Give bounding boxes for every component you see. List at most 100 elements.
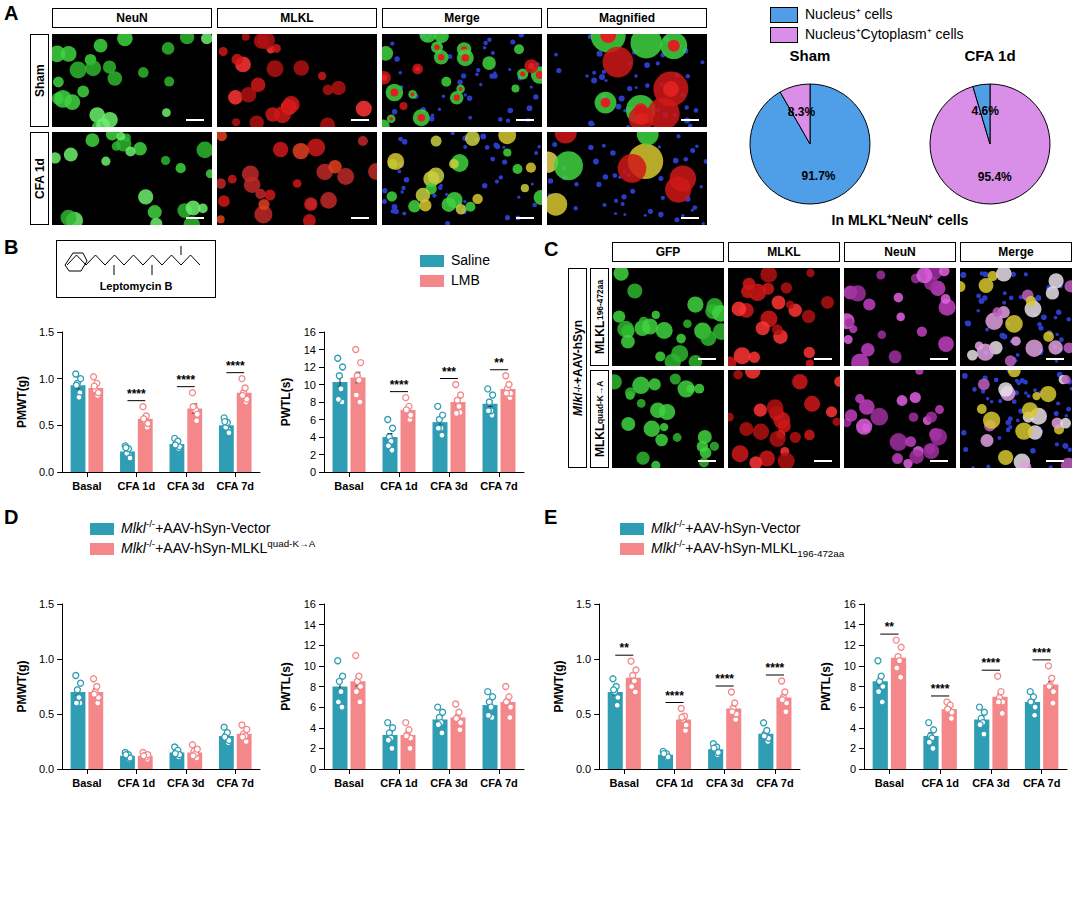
svg-text:CFA 3d: CFA 3d: [430, 777, 468, 789]
svg-text:***: ***: [442, 365, 456, 379]
html-text:Mlkl-/-+AAV-hSyn-MLKLquad-K→A: Mlkl-/-+AAV-hSyn-MLKLquad-K→A: [121, 538, 316, 556]
svg-text:1.5: 1.5: [576, 598, 591, 610]
svg-text:Basal: Basal: [334, 777, 363, 789]
svg-text:****: ****: [715, 672, 734, 686]
svg-text:****: ****: [1032, 646, 1051, 660]
html-text:LMB: LMB: [451, 272, 480, 288]
svg-text:****: ****: [766, 661, 785, 675]
svg-text:1.5: 1.5: [39, 598, 54, 610]
html-text:Mlkl-/-+AAV-hSyn-Vector: Mlkl-/-+AAV-hSyn-Vector: [121, 518, 271, 536]
svg-text:CFA 3d: CFA 3d: [972, 777, 1010, 789]
html-text:A: A: [4, 2, 19, 24]
svg-text:CFA 7d: CFA 7d: [756, 777, 794, 789]
svg-text:0.0: 0.0: [39, 466, 54, 478]
svg-text:CFA 7d: CFA 7d: [217, 777, 255, 789]
svg-text:0.0: 0.0: [39, 763, 54, 775]
html-text:Nucleus⁺Cytoplasm⁺ cells: Nucleus⁺Cytoplasm⁺ cells: [805, 26, 964, 42]
svg-text:2: 2: [850, 742, 856, 754]
svg-text:0.5: 0.5: [576, 708, 591, 720]
svg-text:CFA 3d: CFA 3d: [167, 480, 205, 492]
svg-text:4.6%: 4.6%: [972, 104, 1000, 118]
svg-text:CFA 1d: CFA 1d: [380, 480, 418, 492]
svg-text:4: 4: [310, 431, 316, 443]
svg-text:CFA 7d: CFA 7d: [217, 480, 255, 492]
svg-text:CFA 7d: CFA 7d: [480, 777, 518, 789]
svg-text:**: **: [494, 356, 504, 370]
svg-text:12: 12: [304, 639, 316, 651]
svg-text:14: 14: [304, 344, 316, 356]
svg-text:PWTL(s): PWTL(s): [819, 662, 833, 711]
svg-text:****: ****: [226, 359, 245, 373]
svg-text:16: 16: [844, 598, 856, 610]
svg-text:0: 0: [310, 763, 316, 775]
svg-text:12: 12: [844, 639, 856, 651]
svg-text:CFA 7d: CFA 7d: [1023, 777, 1061, 789]
html-text:Nucleus⁺ cells: Nucleus⁺ cells: [805, 6, 893, 22]
svg-text:10: 10: [844, 660, 856, 672]
svg-text:6: 6: [850, 701, 856, 713]
svg-text:PWTL(s): PWTL(s): [279, 662, 293, 711]
svg-text:10: 10: [304, 660, 316, 672]
svg-text:1.0: 1.0: [39, 653, 54, 665]
svg-text:****: ****: [931, 682, 950, 696]
svg-text:6: 6: [310, 701, 316, 713]
svg-text:CFA 3d: CFA 3d: [167, 777, 205, 789]
svg-text:4: 4: [310, 722, 316, 734]
svg-text:4: 4: [850, 722, 856, 734]
svg-text:CFA 1d: CFA 1d: [118, 480, 156, 492]
svg-text:95.4%: 95.4%: [978, 170, 1012, 184]
svg-text:91.7%: 91.7%: [801, 169, 835, 183]
svg-text:2: 2: [310, 742, 316, 754]
svg-text:CFA 1d: CFA 1d: [118, 777, 156, 789]
svg-text:0: 0: [850, 763, 856, 775]
svg-text:****: ****: [176, 373, 195, 387]
svg-text:****: ****: [982, 656, 1001, 670]
svg-text:0.5: 0.5: [39, 419, 54, 431]
svg-text:1.0: 1.0: [39, 373, 54, 385]
svg-text:CFA 7d: CFA 7d: [480, 480, 518, 492]
svg-text:6: 6: [310, 414, 316, 426]
svg-text:10: 10: [304, 379, 316, 391]
svg-text:2: 2: [310, 449, 316, 461]
svg-text:Basal: Basal: [334, 480, 363, 492]
svg-text:PMWT(g): PMWT(g): [15, 376, 29, 428]
svg-text:****: ****: [390, 378, 409, 392]
svg-text:16: 16: [304, 598, 316, 610]
svg-text:Basal: Basal: [72, 480, 101, 492]
svg-text:1.0: 1.0: [576, 653, 591, 665]
svg-text:8.3%: 8.3%: [788, 105, 816, 119]
svg-text:1.5: 1.5: [39, 326, 54, 338]
svg-text:8: 8: [310, 681, 316, 693]
html-text:Saline: Saline: [451, 252, 490, 268]
svg-text:0.5: 0.5: [39, 708, 54, 720]
svg-text:Sham: Sham: [790, 48, 831, 64]
html-text:B: B: [4, 236, 19, 258]
svg-text:14: 14: [844, 619, 856, 631]
html-text:Mlkl-/-+AAV-hSyn-Vector: Mlkl-/-+AAV-hSyn-Vector: [651, 518, 801, 536]
svg-text:****: ****: [127, 387, 146, 401]
svg-text:8: 8: [850, 681, 856, 693]
svg-text:CFA 1d: CFA 1d: [964, 48, 1015, 64]
svg-text:0.0: 0.0: [576, 763, 591, 775]
svg-text:CFA 1d: CFA 1d: [921, 777, 959, 789]
svg-text:CFA 1d: CFA 1d: [380, 777, 418, 789]
svg-text:****: ****: [665, 689, 684, 703]
svg-text:Basal: Basal: [610, 777, 639, 789]
svg-text:14: 14: [304, 619, 316, 631]
svg-text:0: 0: [310, 466, 316, 478]
svg-text:**: **: [885, 620, 895, 634]
svg-text:Basal: Basal: [72, 777, 101, 789]
svg-text:Basal: Basal: [875, 777, 904, 789]
svg-text:8: 8: [310, 396, 316, 408]
svg-text:PMWT(g): PMWT(g): [15, 661, 29, 713]
svg-text:CFA 3d: CFA 3d: [430, 480, 468, 492]
svg-text:PMWT(g): PMWT(g): [552, 661, 566, 713]
svg-text:PWTL(s): PWTL(s): [279, 378, 293, 427]
svg-text:CFA 3d: CFA 3d: [706, 777, 744, 789]
html-text:Mlkl-/-+AAV-hSyn-MLKL196-472aa: Mlkl-/-+AAV-hSyn-MLKL196-472aa: [651, 538, 845, 559]
svg-text:**: **: [620, 641, 630, 655]
svg-text:12: 12: [304, 361, 316, 373]
svg-text:16: 16: [304, 326, 316, 338]
svg-text:CFA 1d: CFA 1d: [656, 777, 694, 789]
html-text:In MLKL⁺NeuN⁺ cells: In MLKL⁺NeuN⁺ cells: [831, 212, 969, 228]
